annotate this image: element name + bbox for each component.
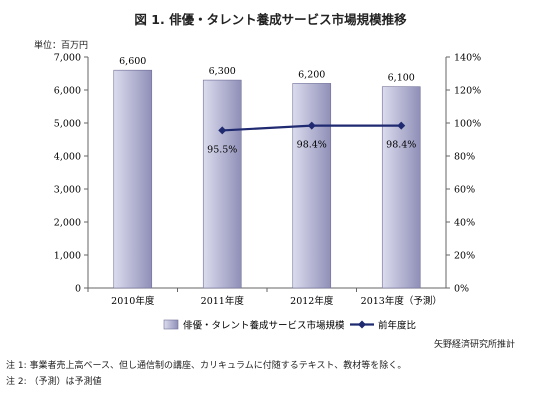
bar xyxy=(113,69,153,289)
y-left-tick-label: 3,000 xyxy=(54,185,81,196)
y-left-tick-label: 5,000 xyxy=(54,119,81,130)
y-right-tick-label: 20% xyxy=(454,251,475,262)
y-right-tick-label: 80% xyxy=(454,152,475,163)
chart-title: 図 1. 俳優・タレント養成サービス市場規模推移 xyxy=(134,12,407,27)
footnote-1: 注 1: 事業者売上高ベース、但し通信制の講座、カリキュラムに付随するテキスト、… xyxy=(6,361,407,371)
legend-bar-label: 俳優・タレント養成サービス市場規模 xyxy=(183,320,345,332)
source-note: 矢野経済研究所推計 xyxy=(433,340,515,350)
y-left-tick-label: 2,000 xyxy=(54,218,81,229)
y-right-tick-label: 100% xyxy=(454,119,481,130)
y-left-tick-label: 6,000 xyxy=(54,86,81,97)
bar-value-label: 6,200 xyxy=(298,69,325,80)
line-point-marker xyxy=(307,121,316,130)
y-right-tick-label: 120% xyxy=(454,86,481,97)
x-tick-label: 2011年度 xyxy=(201,295,245,307)
bar xyxy=(381,86,421,289)
line-value-label: 98.4% xyxy=(297,140,327,151)
legend-bar-swatch xyxy=(163,319,179,330)
x-tick-label: 2010年度 xyxy=(111,295,155,307)
line-point-marker xyxy=(218,126,227,135)
line-point-marker xyxy=(397,121,406,130)
y-right-tick-label: 140% xyxy=(454,53,481,64)
y-right-tick-label: 40% xyxy=(454,218,475,229)
line-value-label: 98.4% xyxy=(386,140,416,151)
x-tick-label: 2013年度（予測） xyxy=(361,295,442,307)
legend-line-marker xyxy=(358,320,366,329)
y-right-tick-label: 0% xyxy=(454,284,469,295)
legend-line-label: 前年度比 xyxy=(378,320,416,332)
bar-value-label: 6,600 xyxy=(119,56,146,67)
line-value-label: 95.5% xyxy=(207,144,237,155)
bar xyxy=(202,79,242,289)
y-left-tick-label: 1,000 xyxy=(54,251,81,262)
bar-value-label: 6,300 xyxy=(209,66,236,77)
x-tick-label: 2012年度 xyxy=(290,295,334,307)
unit-label: 単位：百万円 xyxy=(34,41,89,51)
y-left-tick-label: 7,000 xyxy=(54,53,81,64)
bar-value-label: 6,100 xyxy=(388,73,415,84)
footnote-2: 注 2: （予測）は予測値 xyxy=(6,377,102,387)
y-left-tick-label: 4,000 xyxy=(54,152,81,163)
bar xyxy=(292,83,332,289)
y-left-tick-label: 0 xyxy=(75,284,81,295)
y-right-tick-label: 60% xyxy=(454,185,475,196)
